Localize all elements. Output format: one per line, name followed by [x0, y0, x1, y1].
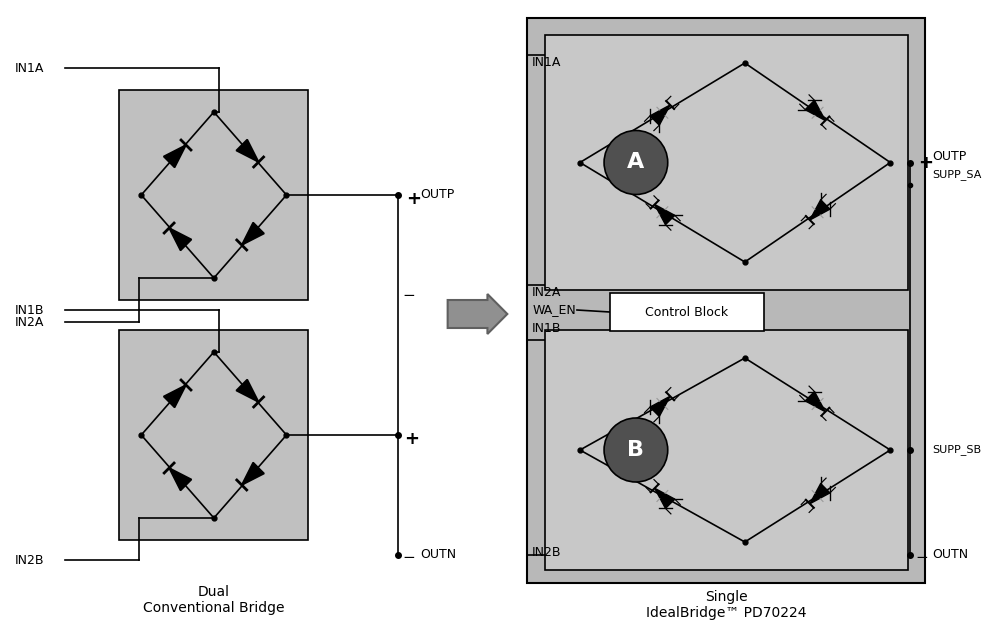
- Polygon shape: [164, 145, 186, 167]
- Polygon shape: [655, 488, 675, 508]
- Text: OUTP: OUTP: [419, 189, 454, 201]
- Text: IN2A: IN2A: [15, 316, 45, 328]
- Text: SUPP_SA: SUPP_SA: [932, 169, 981, 180]
- Text: A: A: [627, 152, 644, 172]
- Text: −: −: [915, 550, 928, 565]
- Text: OUTN: OUTN: [932, 548, 968, 562]
- Polygon shape: [655, 204, 675, 225]
- Bar: [527, 18, 925, 583]
- Text: SUPP_SB: SUPP_SB: [932, 445, 981, 455]
- Polygon shape: [242, 223, 264, 245]
- Polygon shape: [169, 468, 192, 491]
- FancyArrow shape: [447, 294, 507, 334]
- Text: IN1A: IN1A: [532, 55, 562, 69]
- Text: Single
IdealBridge™ PD70224: Single IdealBridge™ PD70224: [646, 590, 806, 620]
- Bar: [609, 293, 764, 331]
- Polygon shape: [650, 105, 670, 125]
- Polygon shape: [810, 484, 830, 504]
- Bar: [119, 330, 308, 540]
- Polygon shape: [242, 462, 264, 485]
- Text: −: −: [403, 550, 415, 565]
- Text: −: −: [403, 287, 415, 303]
- Text: +: +: [404, 430, 418, 448]
- Text: +: +: [406, 190, 420, 208]
- Text: WA_EN: WA_EN: [532, 304, 576, 316]
- Text: +: +: [918, 155, 933, 172]
- Text: IN1B: IN1B: [532, 321, 562, 335]
- Text: OUTN: OUTN: [419, 548, 456, 562]
- Text: Control Block: Control Block: [645, 306, 729, 318]
- Text: OUTP: OUTP: [932, 150, 966, 163]
- Polygon shape: [805, 392, 825, 412]
- Polygon shape: [650, 396, 670, 416]
- Bar: [545, 35, 909, 290]
- Bar: [119, 90, 308, 300]
- Text: B: B: [627, 440, 644, 460]
- Text: Dual
Conventional Bridge: Dual Conventional Bridge: [143, 585, 284, 615]
- Text: IN2B: IN2B: [15, 554, 45, 567]
- Text: IN2A: IN2A: [532, 286, 562, 299]
- Polygon shape: [237, 140, 258, 162]
- Circle shape: [604, 130, 668, 194]
- Polygon shape: [237, 379, 258, 402]
- Text: IN2B: IN2B: [532, 547, 562, 560]
- Text: IN1A: IN1A: [15, 62, 45, 74]
- Polygon shape: [164, 385, 186, 408]
- Text: IN1B: IN1B: [15, 304, 45, 316]
- Bar: [545, 330, 909, 570]
- Polygon shape: [805, 100, 825, 121]
- Circle shape: [604, 418, 668, 482]
- Polygon shape: [810, 200, 830, 220]
- Polygon shape: [169, 228, 192, 250]
